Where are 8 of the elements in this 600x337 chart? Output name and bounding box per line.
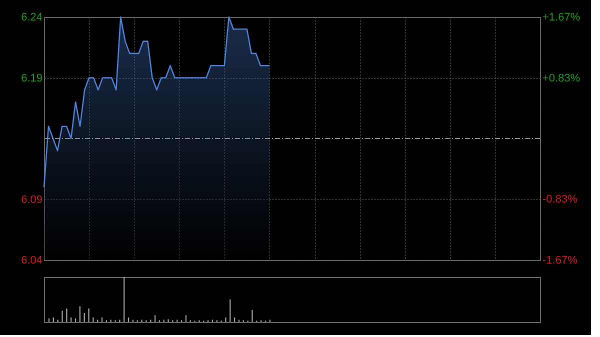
y-tick-label: 6.24 <box>21 12 42 24</box>
y-tick-label: 6.19 <box>21 72 42 84</box>
y2-tick-label: +1.67% <box>542 12 580 24</box>
y2-tick-label: +0.83% <box>542 72 580 85</box>
y-tick-label: 6.09 <box>21 194 42 206</box>
y-tick-label: 6.04 <box>21 254 42 266</box>
y2-tick-label: -1.67% <box>542 254 578 266</box>
y2-tick-label: -0.83% <box>542 193 578 206</box>
